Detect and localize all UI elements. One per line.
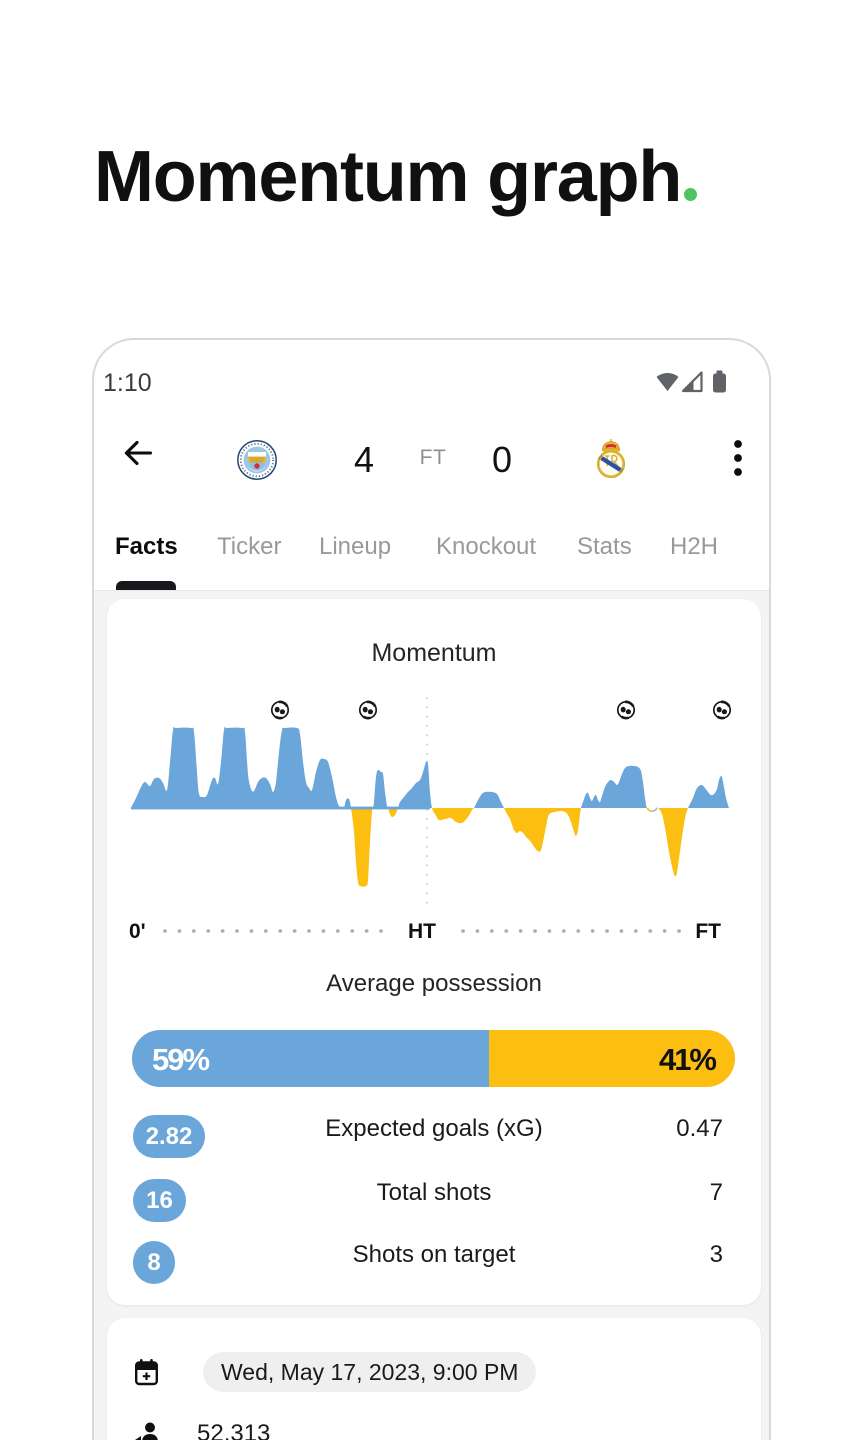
svg-text:0': 0' (129, 920, 146, 943)
svg-text:FT: FT (695, 920, 721, 943)
svg-text:HT: HT (408, 920, 436, 943)
